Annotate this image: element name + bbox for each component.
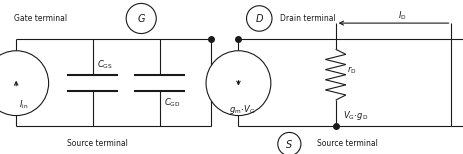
Text: $G$: $G$	[137, 12, 146, 24]
Text: $D$: $D$	[255, 12, 264, 24]
Text: $I_{\rm in}$: $I_{\rm in}$	[19, 98, 28, 111]
Text: Source terminal: Source terminal	[317, 139, 378, 148]
Ellipse shape	[206, 51, 271, 116]
Text: $g_{\rm m}\!\cdot\!V_{\rm G}$: $g_{\rm m}\!\cdot\!V_{\rm G}$	[229, 103, 256, 116]
Ellipse shape	[246, 6, 272, 31]
Text: Source terminal: Source terminal	[67, 139, 128, 148]
Text: Gate terminal: Gate terminal	[14, 14, 67, 23]
Text: $C_{\rm GS}$: $C_{\rm GS}$	[97, 58, 113, 71]
Text: $r_{\rm D}$: $r_{\rm D}$	[347, 64, 357, 76]
Text: $C_{\rm GD}$: $C_{\rm GD}$	[164, 97, 181, 109]
Ellipse shape	[126, 3, 156, 34]
Text: $V_{\rm G}\!\cdot\!g_{\rm D}$: $V_{\rm G}\!\cdot\!g_{\rm D}$	[343, 109, 368, 122]
Ellipse shape	[0, 51, 49, 116]
Text: Drain terminal: Drain terminal	[280, 14, 336, 23]
Text: $S$: $S$	[285, 138, 294, 150]
Text: $I_{\rm D}$: $I_{\rm D}$	[399, 9, 407, 22]
Ellipse shape	[278, 132, 301, 154]
